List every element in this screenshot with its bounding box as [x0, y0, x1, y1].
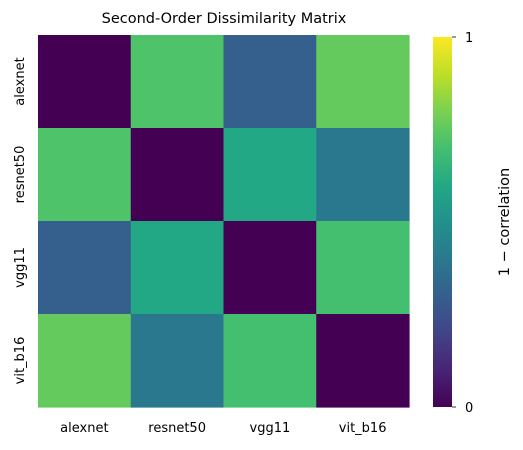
- colorbar: [433, 37, 452, 407]
- colorbar-label: 1 − correlation: [497, 168, 513, 276]
- x-tick-labels: alexnet resnet50 vgg11 vit_b16: [60, 421, 386, 436]
- heatmap-cell-alexnet-vgg11: [223, 35, 317, 129]
- x-tick-label-vit_b16: vit_b16: [339, 421, 387, 436]
- heatmap-cell-vit_b16-vgg11: [223, 314, 317, 408]
- x-tick-label-alexnet: alexnet: [60, 421, 108, 436]
- chart-title: Second-Order Dissimilarity Matrix: [102, 11, 347, 27]
- colorbar-tick-label-0: 0: [465, 401, 473, 416]
- heatmap-cell-vgg11-alexnet: [38, 221, 132, 315]
- heatmap-cell-alexnet-resnet50: [130, 35, 225, 129]
- heatmap-cell-alexnet-vit_b16: [316, 35, 410, 129]
- y-tick-labels: alexnet resnet50 vgg11 vit_b16: [13, 57, 28, 384]
- colorbar-ticks: 01: [452, 31, 473, 416]
- x-tick-label-resnet50: resnet50: [148, 421, 206, 436]
- colorbar-tick-label-1: 1: [465, 31, 473, 46]
- heatmap-cell-resnet50-alexnet: [38, 128, 132, 222]
- heatmap-cell-resnet50-vgg11: [223, 128, 317, 222]
- y-tick-label-alexnet: alexnet: [13, 57, 28, 105]
- heatmap-cell-resnet50-vit_b16: [316, 128, 410, 222]
- heatmap-cell-vgg11-resnet50: [130, 221, 225, 315]
- heatmap-cell-alexnet-alexnet: [38, 35, 132, 129]
- heatmap-cell-vit_b16-vit_b16: [316, 314, 410, 408]
- heatmap-cell-vit_b16-alexnet: [38, 314, 132, 408]
- heatmap-cell-vit_b16-resnet50: [130, 314, 225, 408]
- heatmap-cell-vgg11-vit_b16: [316, 221, 410, 315]
- y-tick-label-resnet50: resnet50: [13, 146, 28, 204]
- heatmap-cell-vgg11-vgg11: [223, 221, 317, 315]
- heatmap-cell-resnet50-resnet50: [130, 128, 225, 222]
- y-tick-label-vit_b16: vit_b16: [13, 337, 28, 385]
- x-tick-label-vgg11: vgg11: [250, 421, 291, 436]
- heatmap-cells: [38, 35, 410, 408]
- y-tick-label-vgg11: vgg11: [13, 247, 28, 288]
